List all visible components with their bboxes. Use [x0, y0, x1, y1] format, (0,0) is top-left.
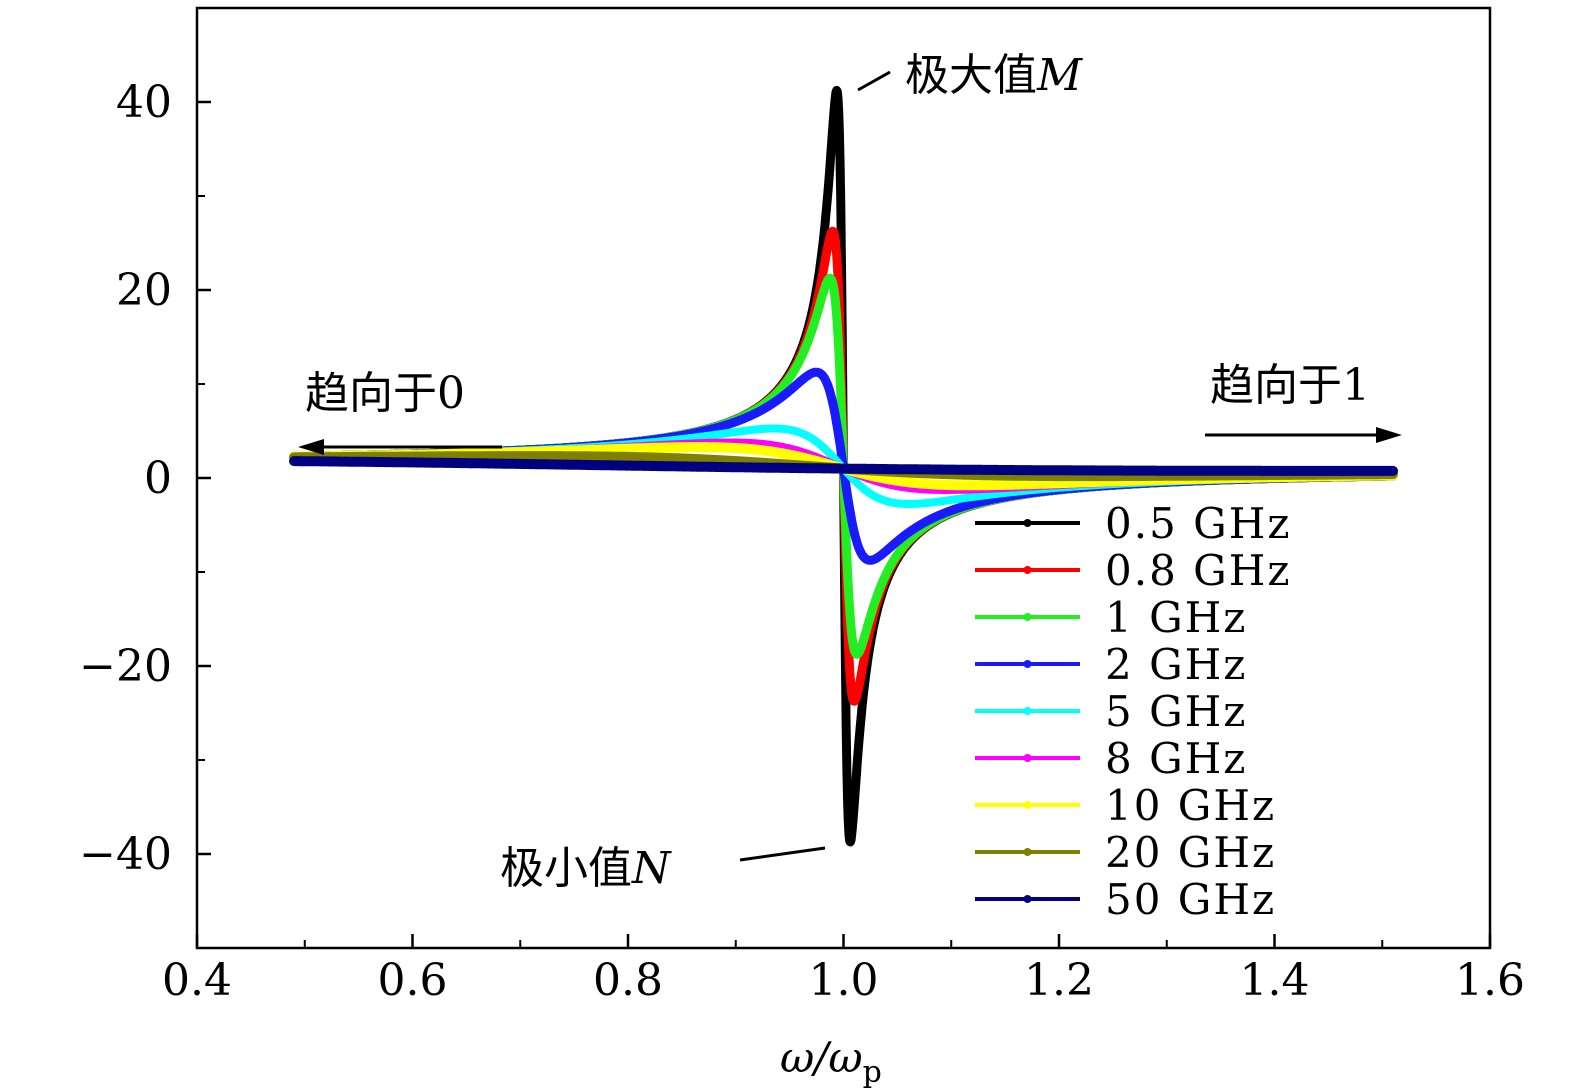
legend-label: 1 GHz	[1105, 593, 1247, 642]
legend-marker	[1023, 660, 1032, 668]
legend-marker	[1023, 613, 1032, 621]
max-pointer-line	[857, 70, 891, 92]
legend-marker	[1023, 801, 1032, 809]
x-tick-label: 1.4	[1240, 955, 1310, 1006]
legend-label: 0.5 GHz	[1105, 499, 1291, 548]
x-axis-title: ω/ωp	[780, 1033, 882, 1090]
legend-label: 0.8 GHz	[1105, 546, 1291, 595]
y-tick-label: −40	[79, 829, 172, 880]
x-tick-label: 1.6	[1455, 955, 1525, 1006]
legend-marker	[1023, 519, 1032, 527]
y-tick-label: 0	[144, 453, 172, 504]
right-trend-annotation: 趋向于1	[1210, 360, 1370, 411]
legend-label: 8 GHz	[1105, 734, 1247, 783]
min-annotation: 极小值N	[500, 843, 672, 894]
ticks-layer: 0.4 0.6 0.8 1.0 1.2 1.4 1.6 −40 −20 0 20 40	[79, 77, 1525, 1006]
legend-marker	[1023, 895, 1032, 903]
x-tick-label: 0.4	[162, 955, 232, 1006]
left-trend-arrowhead	[298, 439, 324, 455]
min-pointer-line	[739, 846, 826, 862]
legend-marker	[1023, 754, 1032, 762]
right-trend-arrowhead	[1376, 427, 1402, 443]
legend-marker	[1023, 707, 1032, 715]
y-tick-label: 20	[116, 265, 172, 316]
y-tick-label: 40	[116, 77, 172, 128]
left-trend-annotation: 趋向于0	[305, 368, 465, 419]
x-tick-label: 0.8	[593, 955, 663, 1006]
x-tick-label: 0.6	[378, 955, 448, 1006]
x-tick-label: 1.2	[1024, 955, 1094, 1006]
series-line-50-ghz	[289, 456, 1398, 476]
legend-label: 50 GHz	[1105, 875, 1276, 924]
legend-label: 20 GHz	[1105, 828, 1276, 877]
legend-label: 10 GHz	[1105, 781, 1276, 830]
legend-label: 5 GHz	[1105, 687, 1247, 736]
legend-label: 2 GHz	[1105, 640, 1247, 689]
max-annotation: 极大值M	[905, 50, 1083, 101]
legend-marker	[1023, 848, 1032, 856]
legend-marker	[1023, 566, 1032, 574]
x-tick-label: 1.0	[809, 955, 879, 1006]
y-tick-label: −20	[79, 641, 172, 692]
series-layer	[289, 85, 1398, 847]
